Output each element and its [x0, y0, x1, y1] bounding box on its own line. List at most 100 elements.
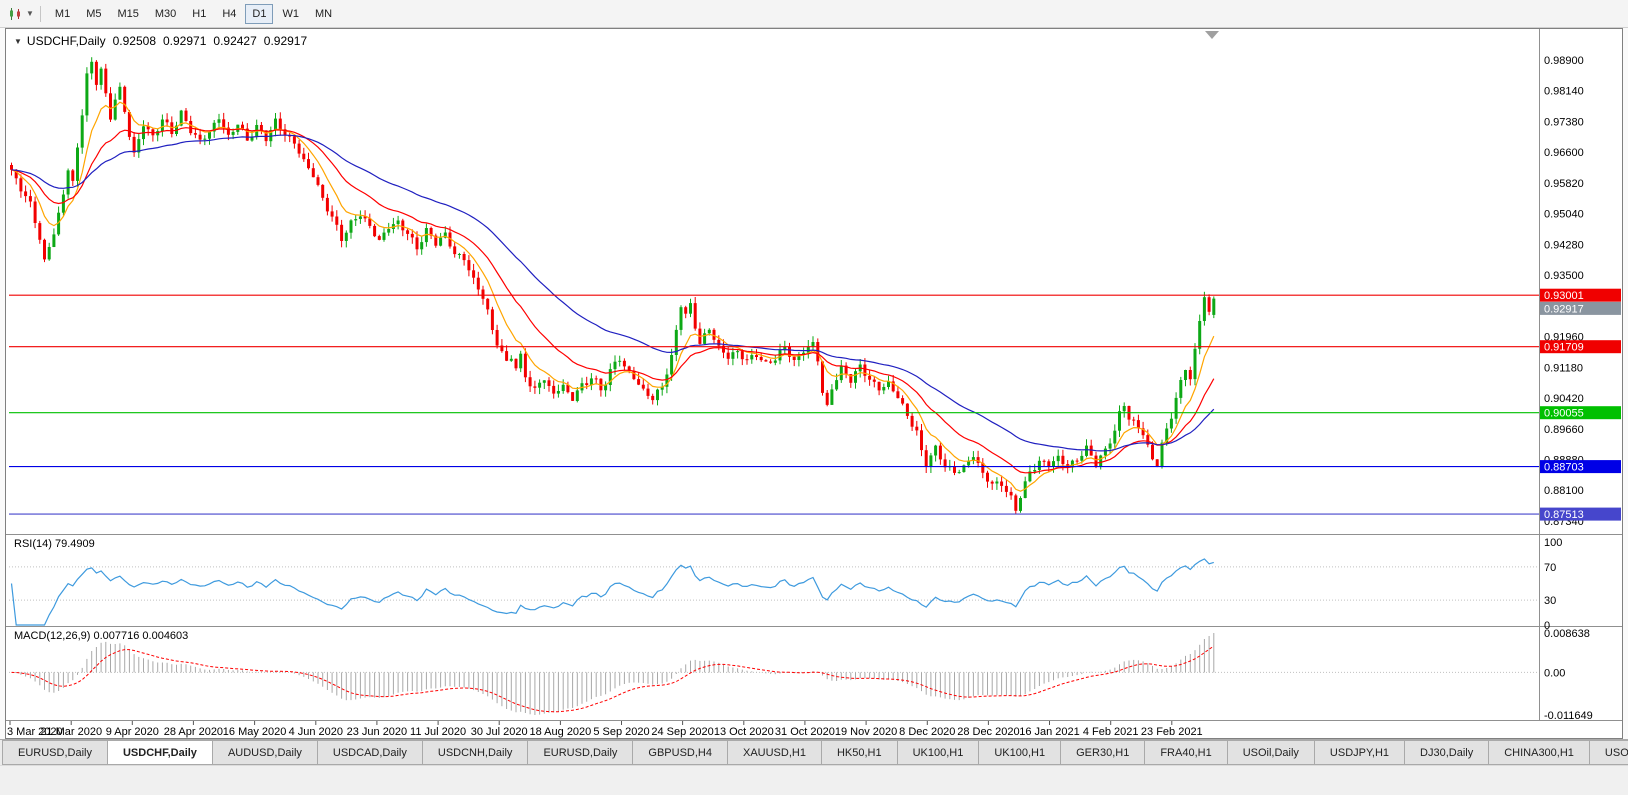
chart-tab-usdcad-daily[interactable]: USDCAD,Daily: [316, 740, 423, 765]
chart-tab-hk50-h1[interactable]: HK50,H1: [820, 740, 898, 765]
time-axis[interactable]: [6, 720, 1622, 738]
svg-text:0.93500: 0.93500: [1544, 270, 1584, 282]
svg-text:4 Jun 2020: 4 Jun 2020: [289, 726, 343, 738]
svg-text:0.90055: 0.90055: [1544, 408, 1584, 420]
timeframe-button-h4[interactable]: H4: [222, 7, 237, 20]
svg-text:0.97380: 0.97380: [1544, 116, 1584, 128]
price-tag-0.90055: 0.90055: [1540, 406, 1621, 420]
rsi-indicator-label: RSI(14) 79.4909: [14, 538, 95, 550]
chart-tab-usdchf-daily[interactable]: USDCHF,Daily: [106, 740, 213, 765]
svg-text:0.88100: 0.88100: [1544, 485, 1584, 497]
svg-text:13 Oct 2020: 13 Oct 2020: [714, 726, 774, 738]
chart-tab-xauusd-h1[interactable]: XAUUSD,H1: [726, 740, 822, 765]
rsi-scale-label: 100: [1544, 537, 1562, 549]
timeframe-button-m1[interactable]: M1: [54, 7, 71, 20]
rsi-scale-label: 0: [1544, 620, 1550, 632]
ohlc-close: 0.92917: [263, 34, 308, 48]
price-tag-0.91709: 0.91709: [1540, 340, 1621, 354]
chart-tab-usoil-daily[interactable]: USOil,Daily: [1226, 740, 1315, 765]
svg-text:24 Sep 2020: 24 Sep 2020: [651, 726, 713, 738]
chart-tab-eurusd-daily[interactable]: EURUSD,Daily: [2, 740, 108, 765]
svg-text:0.94280: 0.94280: [1544, 239, 1584, 251]
svg-text:0.95820: 0.95820: [1544, 178, 1584, 190]
chart-tab-bar: EURUSD,Daily USDCHF,Daily AUDUSD,Daily USDC…: [0, 739, 1628, 765]
chart-plot-area[interactable]: [6, 29, 1539, 720]
svg-text:0.90420: 0.90420: [1544, 393, 1584, 405]
rsi-scale-label: 70: [1544, 562, 1556, 574]
timeframe-button-d1[interactable]: D1: [245, 3, 274, 24]
svg-text:18 Aug 2020: 18 Aug 2020: [530, 726, 592, 738]
chart-tab-uk100-h1[interactable]: UK100,H1: [896, 740, 980, 765]
chart-tab-fra40-h1[interactable]: FRA40,H1: [1144, 740, 1228, 765]
svg-text:0.91709: 0.91709: [1544, 342, 1584, 354]
svg-text:0.89660: 0.89660: [1544, 424, 1584, 436]
timeframe-button-m15[interactable]: M15: [117, 7, 139, 20]
timeframe-buttons: M1 M5 M15 M30 H1 H4 D1 W1 MN: [47, 3, 340, 24]
timeframe-button-w1[interactable]: W1: [282, 7, 299, 20]
svg-text:4 Feb 2021: 4 Feb 2021: [1083, 726, 1139, 738]
svg-text:16 Jan 2021: 16 Jan 2021: [1019, 726, 1080, 738]
ma-line-45: [11, 134, 1215, 452]
timeframe-button-m5[interactable]: M5: [86, 7, 102, 20]
ohlc-low: 0.92427: [213, 34, 257, 48]
price-axis[interactable]: [1539, 29, 1622, 720]
chart-window: 0.98900 0.98140 0.97380 0.96600 0.95820 0.950…: [5, 28, 1623, 739]
svg-text:23 Feb 2021: 23 Feb 2021: [1141, 726, 1203, 738]
ohlc-open: 0.92508: [112, 34, 156, 48]
svg-text:16 May 2020: 16 May 2020: [223, 726, 287, 738]
macd-histogram: [15, 633, 1215, 715]
chart-tab-dj30-daily[interactable]: DJ30,Daily: [1404, 740, 1490, 765]
chart-tab-usdcnh-daily[interactable]: USDCNH,Daily: [421, 740, 529, 765]
price-tag-0.93001: 0.93001: [1540, 288, 1621, 302]
chart-tab-eurusd-daily[interactable]: EURUSD,Daily: [527, 740, 634, 765]
price-tag-0.87513: 0.87513: [1540, 507, 1621, 521]
svg-text:0.95040: 0.95040: [1544, 209, 1584, 221]
toolbar-separator: [39, 5, 41, 22]
svg-text:0.96600: 0.96600: [1544, 147, 1584, 159]
svg-text:0.93001: 0.93001: [1544, 290, 1584, 302]
candlestick-chart-icon: [10, 7, 20, 20]
svg-text:0.88703: 0.88703: [1544, 462, 1584, 474]
chart-type-button[interactable]: [5, 5, 25, 23]
macd-scale-zero: 0.00: [1544, 667, 1565, 679]
current-price-tag: 0.92917: [1540, 301, 1621, 315]
svg-text:28 Dec 2020: 28 Dec 2020: [957, 726, 1019, 738]
price-axis-labels: 0.98900 0.98140 0.97380 0.96600 0.95820 0.950…: [1544, 55, 1584, 528]
svg-text:0.98900: 0.98900: [1544, 55, 1584, 67]
chart-tab-china300-h1[interactable]: CHINA300,H1: [1488, 740, 1590, 765]
svg-text:30 Jul 2020: 30 Jul 2020: [471, 726, 528, 738]
chart-shift-marker[interactable]: [1205, 31, 1219, 39]
svg-text:0.91180: 0.91180: [1544, 362, 1583, 374]
macd-scale-min: -0.011649: [1544, 710, 1593, 722]
svg-text:11 Jul 2020: 11 Jul 2020: [410, 726, 466, 738]
svg-text:0.87513: 0.87513: [1544, 509, 1584, 521]
timeframe-button-mn[interactable]: MN: [314, 7, 333, 20]
chart-tab-uk100-h1[interactable]: UK100,H1: [978, 740, 1062, 765]
chart-tab-gbpusd-h4[interactable]: GBPUSD,H4: [632, 740, 728, 765]
svg-text:23 Jun 2020: 23 Jun 2020: [347, 726, 408, 738]
svg-text:19 Nov 2020: 19 Nov 2020: [835, 726, 897, 738]
chart-tab-usoil-h1[interactable]: USOil,H1: [1588, 740, 1628, 765]
svg-text:21 Mar 2020: 21 Mar 2020: [40, 726, 102, 738]
svg-text:8 Dec 2020: 8 Dec 2020: [899, 726, 955, 738]
svg-text:31 Oct 2020: 31 Oct 2020: [775, 726, 835, 738]
rsi-line: [10, 558, 1214, 626]
chart-title: ▼ USDCHF,Daily 0.92508 0.92971 0.92427 0.9291…: [14, 34, 307, 48]
price-tag-0.88703: 0.88703: [1540, 460, 1621, 474]
chart-tab-audusd-daily[interactable]: AUDUSD,Daily: [211, 740, 318, 765]
chart-tab-usdjpy-h1[interactable]: USDJPY,H1: [1313, 740, 1406, 765]
timeframe-button-h1[interactable]: H1: [192, 7, 207, 20]
chart-tab-ger30-h1[interactable]: GER30,H1: [1060, 740, 1146, 765]
svg-text:0.92917: 0.92917: [1544, 303, 1584, 315]
timeframe-toolbar: ▼ M1 M5 M15 M30 H1 H4 D1 W1 MN: [0, 0, 1628, 28]
macd-indicator-label: MACD(12,26,9) 0.007716 0.004603: [14, 630, 189, 642]
symbol-period: USDCHF,Daily: [26, 34, 106, 48]
collapse-icon[interactable]: ▼: [14, 37, 22, 46]
timeframe-button-m30[interactable]: M30: [154, 7, 177, 20]
svg-text:9 Apr 2020: 9 Apr 2020: [106, 726, 159, 738]
ohlc-high: 0.92971: [163, 34, 207, 48]
chart-type-dropdown-icon[interactable]: ▼: [26, 9, 34, 18]
status-bar: [0, 765, 1628, 795]
